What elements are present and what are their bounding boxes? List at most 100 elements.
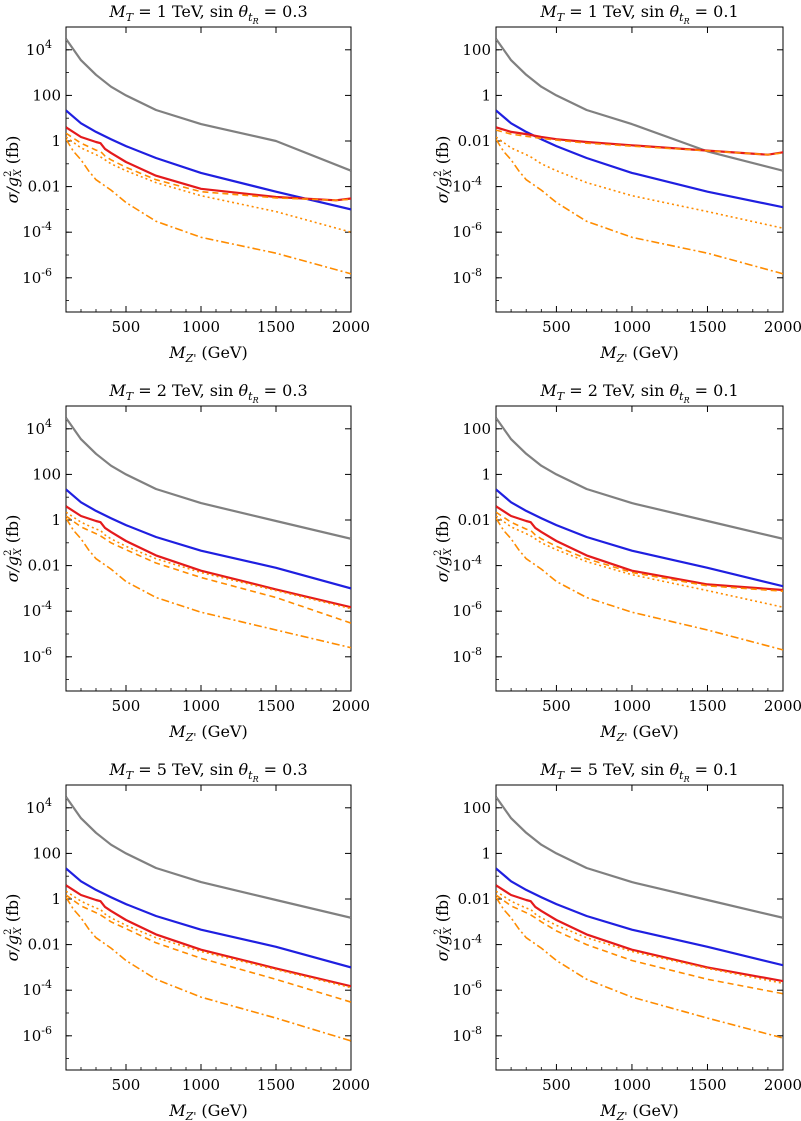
y-tick-exp: 4 [45,796,52,809]
ylabel-g: g [3,556,22,566]
series-line-orange-4 [496,511,783,592]
y-tick-label: 0.01 [458,890,491,908]
title-eq1: = 5 TeV, sin [564,760,669,779]
y-tick-label: 100 [32,844,61,862]
series-line-gray-1 [66,38,351,172]
series-line-red-3 [66,505,351,609]
x-tick-label: 2000 [332,318,370,336]
ylabel-g-sup: 2 [3,549,14,555]
y-tick-label: 0.01 [28,557,61,575]
x-tick-label: 500 [112,697,141,715]
y-axis-label: σ/g2X (fb) [433,136,454,204]
y-tick-label: 10-4 [22,220,52,241]
x-axis-label: MZ' (GeV) [168,1101,247,1121]
series-line-orange-5 [66,894,351,1003]
series-line-orange-6 [66,138,351,275]
y-tick-label: 10-4 [22,599,52,620]
ylabel-sigma: σ/ [3,185,22,203]
y-tick-label: 100 [462,799,491,817]
ylabel-g: g [433,177,452,187]
series-line-blue-2 [496,488,783,588]
y-tick-exp: -4 [471,175,482,188]
title-theta-subsub: R [252,775,259,784]
x-axis-label: MZ' (GeV) [599,343,678,365]
ylabel-sigma: σ/ [433,185,452,203]
plot-frame [65,784,352,1071]
y-tick-label: 1 [51,132,61,150]
y-axis-label: σ/g2X (fb) [433,515,454,583]
series-line-orange-5 [496,894,783,995]
y-tick-label: 10-6 [22,645,52,666]
ylabel-unit: (fb) [433,515,452,549]
title-m: M [539,760,557,779]
y-tick-label: 1 [51,890,61,908]
series-line-orange-6 [66,896,351,1042]
x-tick-label: 2000 [332,697,370,715]
x-tick-label: 1000 [613,697,651,715]
ylabel-g-sub: X [13,547,24,556]
title-m-sub: T [557,11,566,24]
y-tick-label: 100 [32,465,61,483]
title-theta: θ [670,2,680,21]
ylabel-g-sub: X [13,926,24,935]
y-tick-label: 10-4 [22,978,52,999]
xlabel-unit: (GeV) [627,722,678,741]
y-tick-exp: -6 [471,220,482,233]
x-tick-label: 1000 [182,318,220,336]
panel-title: MT = 2 TeV, sin θtR = 0.1 [539,381,738,405]
y-tick-label: 0.01 [28,936,61,954]
y-tick-exp: -8 [471,645,482,658]
series-line-orange-5 [496,136,783,229]
series-group [496,417,783,651]
ylabel-unit: (fb) [3,894,22,928]
x-tick-label: 500 [542,697,571,715]
chart-panel-2: MT = 1 TeV, sin θtR = 0.1500 1000 1500 2000… [433,2,801,365]
ylabel-unit: (fb) [3,515,22,549]
xlabel-unit: (GeV) [196,1101,247,1120]
series-line-gray-1 [66,417,351,540]
series-line-orange-5 [66,515,351,624]
series-line-gray-1 [496,796,783,919]
series-line-gray-1 [496,38,783,172]
x-tick-label: 500 [112,318,141,336]
title-theta-subsub: R [252,396,259,405]
y-tick-label: 10-6 [452,599,482,620]
y-tick-base: 10 [26,420,45,438]
y-tick-label: 104 [26,38,52,59]
xlabel-m: M [168,343,186,362]
x-axis-label: MZ' (GeV) [599,1101,678,1121]
y-tick-label: 1 [481,86,491,104]
xlabel-m: M [599,1101,617,1120]
y-tick-exp: -8 [471,266,482,279]
series-group [66,38,351,275]
y-tick-exp: -4 [41,599,52,612]
chart-panel-6: MT = 5 TeV, sin θtR = 0.1500 1000 1500 2000… [433,760,801,1121]
title-eq1: = 2 TeV, sin [564,381,669,400]
title-theta: θ [239,2,249,21]
series-line-blue-2 [496,867,783,967]
y-axis-label: σ/g2X (fb) [433,894,454,962]
y-tick-base: 10 [452,557,471,575]
ylabel-g-sub: X [13,168,24,177]
y-tick-label: 1 [481,465,491,483]
y-tick-exp: -4 [471,554,482,567]
y-tick-base: 10 [22,981,41,999]
title-m-sub: T [126,11,135,24]
x-tick-label: 2000 [764,1076,801,1094]
series-line-orange-6 [496,138,783,275]
xlabel-unit: (GeV) [627,343,678,362]
y-tick-label: 0.01 [458,132,491,150]
panel-title: MT = 5 TeV, sin θtR = 0.1 [539,760,738,784]
x-tick-label: 1500 [257,697,295,715]
x-tick-label: 2000 [332,1076,370,1094]
title-theta: θ [239,760,249,779]
y-tick-exp: 4 [45,38,52,51]
ylabel-g-sub: X [443,168,454,177]
xlabel-sub: Z' [185,1110,197,1121]
x-tick-label: 500 [112,1076,141,1094]
y-axis-label: σ/g2X (fb) [3,515,24,583]
title-eq1: = 2 TeV, sin [133,381,238,400]
series-line-red-3 [496,884,783,983]
series-group [496,38,783,275]
